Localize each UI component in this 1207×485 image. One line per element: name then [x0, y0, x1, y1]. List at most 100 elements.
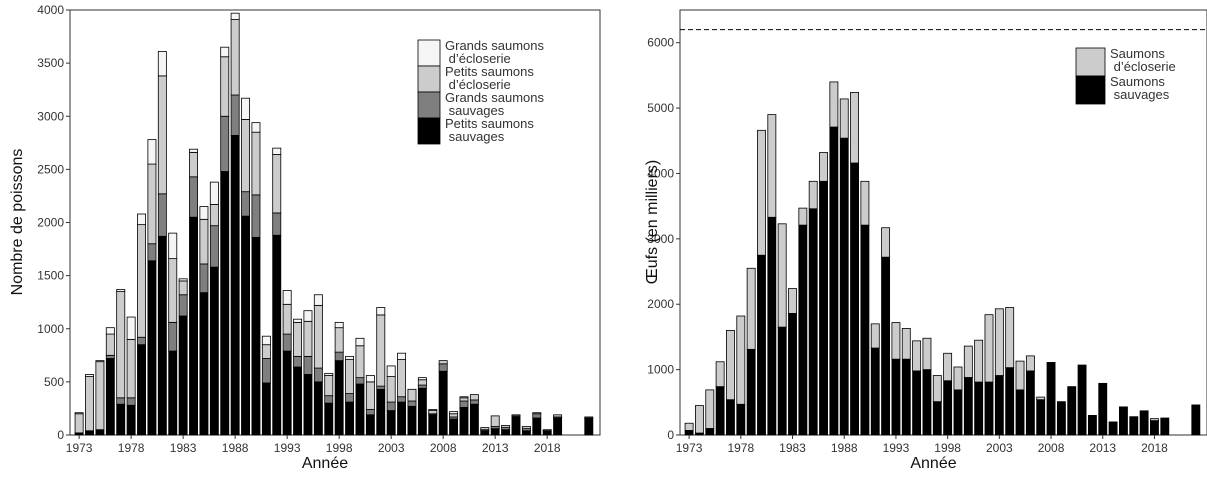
x-tick-label: 1998	[934, 441, 961, 455]
bar-segment	[736, 403, 746, 436]
bar-segment	[726, 329, 735, 401]
bar-segment	[303, 310, 313, 322]
bar-segment	[1025, 355, 1035, 372]
bar-segment	[230, 19, 240, 96]
bar-segment	[230, 12, 240, 20]
x-tick-label: 1988	[222, 441, 249, 455]
bar-segment	[157, 51, 167, 77]
bar-segment	[994, 375, 1004, 436]
bar-segment	[126, 404, 136, 436]
bar-segment	[147, 243, 157, 262]
bar-segment	[355, 345, 365, 379]
bar-segment	[95, 360, 105, 363]
bar-segment	[1046, 362, 1056, 436]
bar-segment	[449, 413, 459, 418]
bar-segment	[74, 413, 84, 434]
y-tick-label: 6000	[647, 36, 674, 50]
x-tick-label: 2003	[378, 441, 405, 455]
legend-label: Saumons sauvages	[1110, 74, 1170, 102]
bar-segment	[746, 267, 756, 350]
bar-segment	[251, 194, 261, 238]
bar-segment	[532, 417, 542, 436]
legend-label: Grands saumons sauvages	[445, 90, 544, 118]
bar-segment	[860, 180, 870, 226]
bar-segment	[1108, 421, 1118, 436]
bar-segment	[272, 234, 282, 436]
bar-segment	[1015, 360, 1025, 391]
bar-segment	[251, 122, 261, 133]
bar-segment	[1015, 389, 1025, 436]
bar-segment	[199, 263, 209, 294]
bar-segment	[324, 375, 334, 397]
bar-segment	[313, 367, 323, 383]
bar-segment	[407, 400, 417, 407]
bar-segment	[376, 314, 386, 387]
y-tick-label: 3000	[647, 232, 674, 246]
x-tick-label: 1973	[676, 441, 703, 455]
bar-segment	[241, 119, 251, 193]
bar-segment	[860, 224, 870, 436]
x-tick-label: 1988	[831, 441, 858, 455]
bar-segment	[438, 360, 448, 365]
bar-segment	[480, 430, 490, 436]
bar-segment	[189, 151, 198, 178]
bar-segment	[912, 370, 922, 436]
bar-segment	[313, 294, 323, 306]
bar-segment	[241, 191, 251, 217]
bar-segment	[417, 387, 427, 436]
bar-segment	[324, 395, 334, 404]
bar-segment	[469, 403, 479, 436]
bar-segment	[85, 374, 94, 377]
bar-segment	[365, 414, 375, 436]
bar-segment	[459, 397, 469, 402]
legend-label: Petits saumons sauvages	[445, 116, 534, 144]
legend-swatch	[1075, 47, 1106, 77]
bar-segment	[788, 288, 797, 314]
bar-segment	[1067, 386, 1077, 436]
bar-segment	[767, 114, 777, 218]
y-tick-label: 2000	[647, 297, 674, 311]
legend-label: Petits saumons d’écloserie	[445, 64, 534, 92]
bar-segment	[798, 224, 808, 436]
bar-segment	[715, 386, 725, 436]
bar-segment	[95, 361, 105, 431]
bar-segment	[137, 344, 146, 436]
bar-segment	[168, 321, 178, 352]
bar-segment	[994, 308, 1004, 376]
y-axis-title: Œufs (en milliers)	[644, 160, 661, 284]
bar-segment	[1150, 420, 1159, 436]
bar-segment	[345, 359, 355, 394]
chart-panel-2: 0 1000 2000 3000 4000 5000 6000 1973 1978 1983 198…	[644, 9, 1207, 472]
bar-segment	[870, 323, 880, 349]
bar-segment	[261, 358, 271, 384]
x-tick-label: 1993	[274, 441, 301, 455]
bar-segment	[376, 385, 386, 390]
bar-segment	[1036, 396, 1046, 401]
bar-segment	[116, 397, 126, 405]
bar-segment	[157, 193, 167, 237]
x-axis-title: Année	[302, 455, 348, 472]
bar-segment	[397, 359, 407, 398]
bar-segment	[178, 294, 188, 317]
bar-segment	[839, 137, 849, 436]
bar-segment	[376, 388, 386, 436]
bar-segment	[293, 366, 303, 436]
legend-swatch	[417, 117, 441, 145]
bar-segment	[449, 411, 459, 415]
bar-segment	[241, 97, 251, 120]
bar-segment	[705, 428, 715, 436]
bar-segment	[943, 380, 953, 436]
bar-segment	[105, 354, 115, 359]
bar-segment	[891, 358, 901, 436]
y-tick-label: 1500	[37, 269, 64, 283]
bar-segment	[1036, 399, 1046, 436]
bar-segment	[293, 321, 303, 357]
legend-swatch	[417, 65, 441, 93]
bar-segment	[417, 384, 427, 389]
bar-segment	[105, 327, 115, 335]
bar-segment	[345, 355, 355, 360]
bar-segment	[303, 320, 313, 357]
